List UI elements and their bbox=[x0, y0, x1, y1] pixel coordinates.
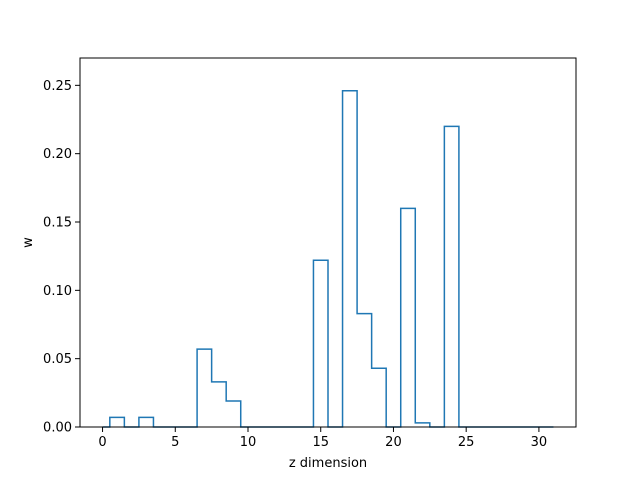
x-tick-label: 25 bbox=[458, 435, 475, 450]
y-tick-label: 0.20 bbox=[43, 147, 72, 162]
y-tick-label: 0.25 bbox=[43, 79, 72, 94]
x-tick-label: 5 bbox=[171, 435, 179, 450]
y-axis-label: w bbox=[21, 237, 36, 248]
x-tick-label: 10 bbox=[240, 435, 257, 450]
y-axis-ticks: 0.00 0.05 0.10 0.15 0.20 0.25 bbox=[43, 79, 80, 436]
x-tick-label: 15 bbox=[312, 435, 329, 450]
y-tick-label: 0.00 bbox=[43, 421, 72, 436]
y-tick-label: 0.05 bbox=[43, 352, 72, 367]
x-tick-label: 0 bbox=[98, 435, 106, 450]
plot-frame bbox=[79, 57, 577, 428]
y-tick-label: 0.10 bbox=[43, 284, 72, 299]
x-axis-label: z dimension bbox=[289, 456, 367, 471]
x-tick-label: 30 bbox=[531, 435, 548, 450]
x-axis-ticks: 0 5 10 15 20 25 30 bbox=[98, 427, 547, 450]
y-tick-label: 0.15 bbox=[43, 216, 72, 231]
x-tick-label: 20 bbox=[385, 435, 402, 450]
